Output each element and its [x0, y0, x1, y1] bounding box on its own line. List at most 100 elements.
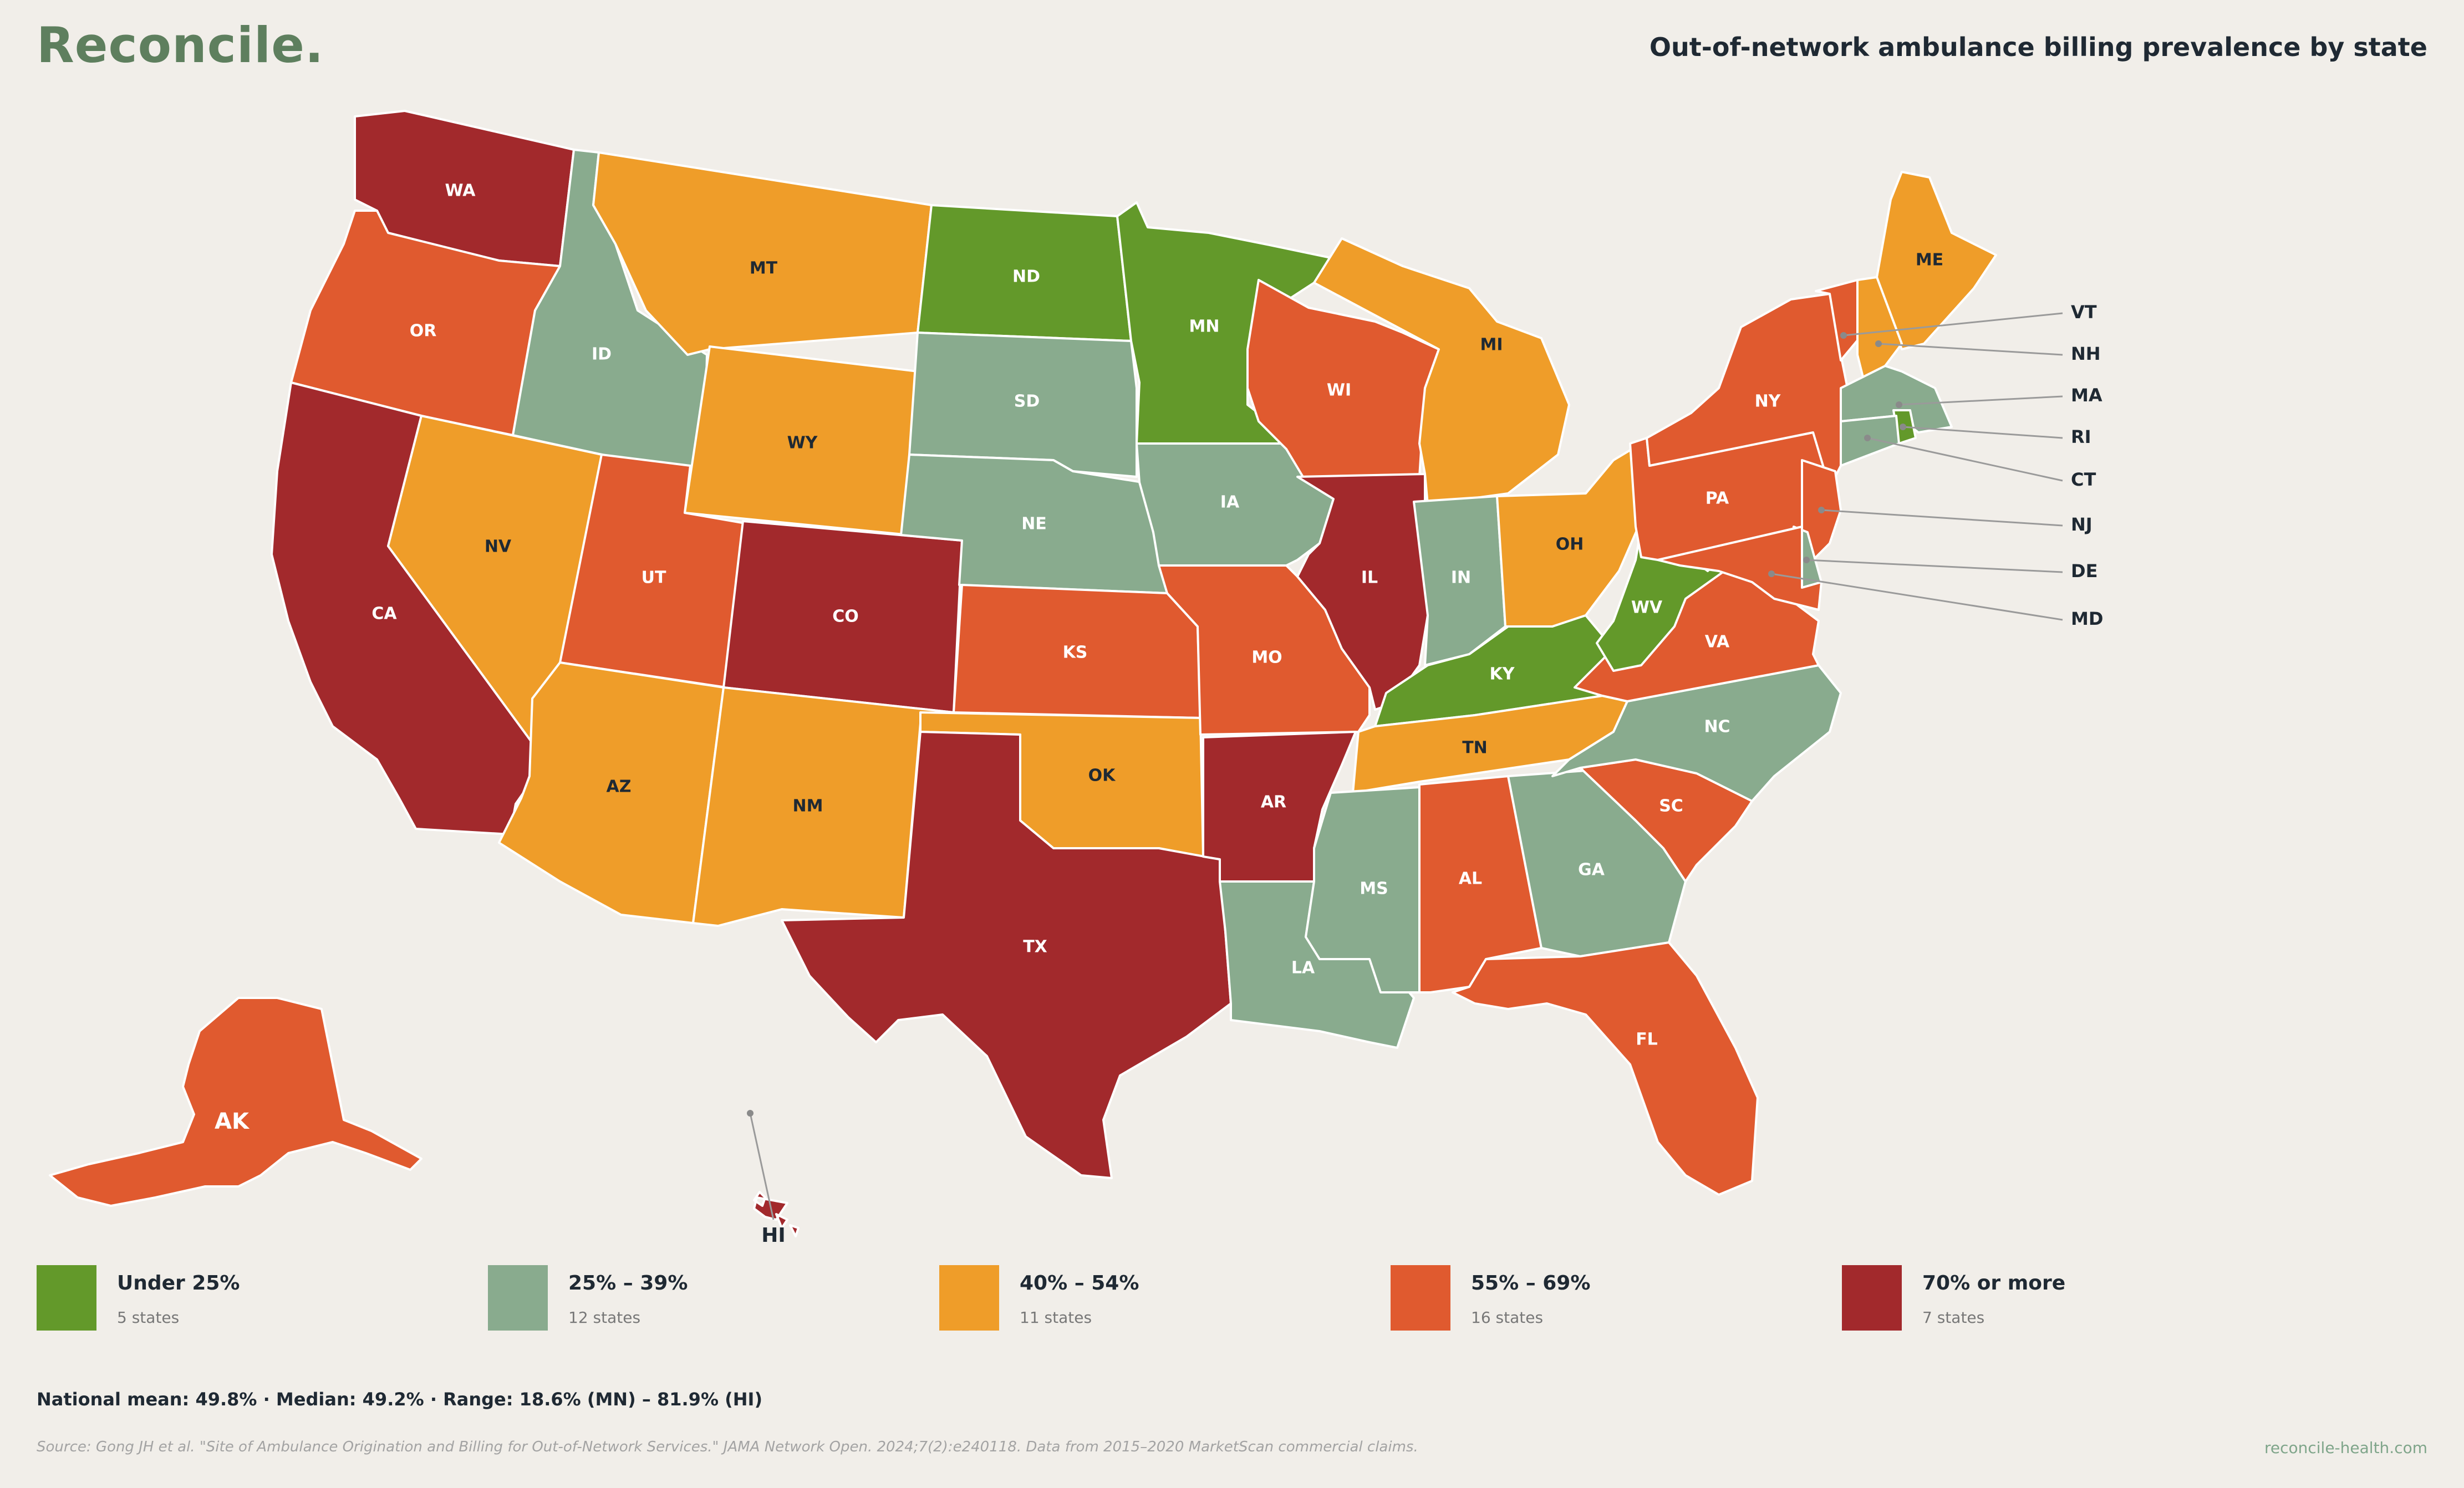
callout-label-nh: NH — [2071, 343, 2101, 364]
callout-dot-nj — [1818, 507, 1825, 513]
state-label-ar: AR — [1261, 793, 1286, 812]
state-label-tn: TN — [1462, 738, 1488, 758]
callout-label-de: DE — [2071, 560, 2098, 582]
state-label-oh: OH — [1556, 535, 1584, 554]
state-label-mo: MO — [1251, 648, 1282, 667]
legend-count: 16 states — [1471, 1308, 1544, 1327]
site-link[interactable]: reconcile-health.com — [2264, 1439, 2427, 1457]
callout-label-hi: HI — [761, 1224, 786, 1247]
state-shapes — [49, 110, 1997, 1237]
legend-swatch — [488, 1265, 548, 1331]
state-label-ca: CA — [371, 604, 397, 624]
state-label-mi: MI — [1480, 335, 1503, 355]
state-vt[interactable] — [1815, 279, 1870, 361]
legend-range: 25% – 39% — [568, 1272, 688, 1295]
callout-dot-md — [1768, 570, 1775, 577]
callout-label-ct: CT — [2071, 469, 2096, 490]
state-label-wi: WI — [1327, 381, 1351, 400]
state-label-ny: NY — [1755, 392, 1781, 411]
state-tx[interactable] — [781, 731, 1232, 1179]
state-label-me: ME — [1916, 251, 1943, 270]
callout-line-vt — [1843, 312, 2063, 337]
state-md[interactable] — [1657, 526, 1822, 611]
state-label-mn: MN — [1189, 317, 1220, 337]
callout-line-ct — [1867, 437, 2063, 482]
callout-dot-ct — [1864, 435, 1871, 441]
callout-line-nh — [1878, 343, 2063, 356]
state-label-nc: NC — [1704, 717, 1730, 737]
callout-dot-vt — [1840, 332, 1847, 339]
callout-label-nj: NJ — [2071, 514, 2093, 535]
callout-label-ma: MA — [2071, 385, 2102, 406]
state-label-nv: NV — [485, 537, 512, 557]
brand-logo[interactable]: Reconcile. — [37, 17, 324, 74]
state-label-wy: WY — [787, 434, 818, 453]
state-label-in: IN — [1451, 568, 1471, 588]
state-label-sd: SD — [1014, 392, 1040, 411]
state-label-ok: OK — [1088, 766, 1117, 786]
state-label-ga: GA — [1578, 860, 1605, 880]
state-nc[interactable] — [1551, 664, 1842, 802]
state-label-ia: IA — [1220, 493, 1240, 512]
legend-count: 5 states — [117, 1308, 180, 1327]
state-label-co: CO — [832, 607, 859, 626]
state-label-fl: FL — [1636, 1030, 1658, 1049]
callout-dot-de — [1803, 557, 1810, 563]
state-label-va: VA — [1705, 633, 1730, 652]
state-label-ne: NE — [1021, 514, 1047, 534]
callout-dot-ma — [1896, 401, 1902, 408]
legend-swatch — [37, 1265, 96, 1331]
state-fl[interactable] — [1452, 941, 1759, 1196]
legend-swatch — [1391, 1265, 1450, 1331]
state-label-az: AZ — [607, 777, 632, 797]
state-callouts: VT NH MA RI CT NJ DE MD HI — [747, 302, 2103, 1247]
legend-range: 55% – 69% — [1471, 1272, 1591, 1295]
legend-range: Under 25% — [117, 1272, 240, 1295]
state-label-id: ID — [592, 345, 612, 364]
legend: Under 25% 5 states 25% – 39% 12 states 4… — [37, 1265, 2427, 1337]
callout-line-hi — [749, 1113, 775, 1220]
callout-dot-hi — [747, 1110, 754, 1117]
callout-line-nj — [1821, 509, 2063, 527]
state-label-ak: AK — [215, 1109, 250, 1134]
legend-range: 40% – 54% — [1020, 1272, 1139, 1295]
callout-label-ri: RI — [2071, 426, 2091, 447]
legend-count: 11 states — [1020, 1308, 1092, 1327]
state-label-mt: MT — [750, 259, 778, 278]
callout-line-de — [1806, 559, 2063, 573]
callout-line-ma — [1898, 395, 2063, 406]
callout-label-md: MD — [2071, 608, 2103, 629]
legend-swatch — [1842, 1265, 1902, 1331]
state-hi[interactable] — [753, 1191, 800, 1237]
state-label-pa: PA — [1706, 489, 1729, 508]
state-label-la: LA — [1291, 959, 1315, 978]
state-ct[interactable] — [1840, 415, 1900, 467]
summary-stats: National mean: 49.8% · Median: 49.2% · R… — [37, 1389, 763, 1410]
state-mi[interactable] — [1313, 237, 1570, 506]
state-label-ks: KS — [1063, 643, 1088, 663]
legend-count: 7 states — [1922, 1308, 1985, 1327]
state-label-ms: MS — [1360, 879, 1388, 899]
state-label-nm: NM — [793, 797, 823, 816]
state-label-il: IL — [1361, 568, 1378, 588]
state-label-nd: ND — [1012, 267, 1040, 287]
source-citation: Source: Gong JH et al. "Site of Ambulanc… — [37, 1439, 1418, 1455]
page-title: Out-of-network ambulance billing prevale… — [1649, 32, 2427, 62]
state-label-or: OR — [410, 322, 437, 341]
legend-swatch — [939, 1265, 999, 1331]
legend-count: 12 states — [568, 1308, 641, 1327]
callout-line-md — [1771, 573, 2063, 621]
state-ak[interactable] — [49, 997, 422, 1207]
state-label-al: AL — [1459, 869, 1482, 889]
callout-dot-ri — [1900, 424, 1906, 430]
callout-dot-nh — [1875, 340, 1882, 347]
state-label-wv: WV — [1631, 598, 1663, 618]
state-labels: WA OR CA ID NV MT WY UT AZ CO NM ND SD NE KS OK TX MN IA MO… — [215, 181, 1943, 1135]
us-choropleth-map: VT NH MA RI CT NJ DE MD HI WA OR CA ID NV MT WY UT AZ CO N… — [49, 110, 2103, 1247]
state-label-sc: SC — [1659, 797, 1683, 816]
callout-label-vt: VT — [2071, 302, 2097, 323]
legend-range: 70% or more — [1922, 1272, 2066, 1295]
state-label-ky: KY — [1490, 665, 1515, 684]
state-mo[interactable] — [1158, 564, 1371, 736]
state-label-ut: UT — [642, 568, 666, 588]
